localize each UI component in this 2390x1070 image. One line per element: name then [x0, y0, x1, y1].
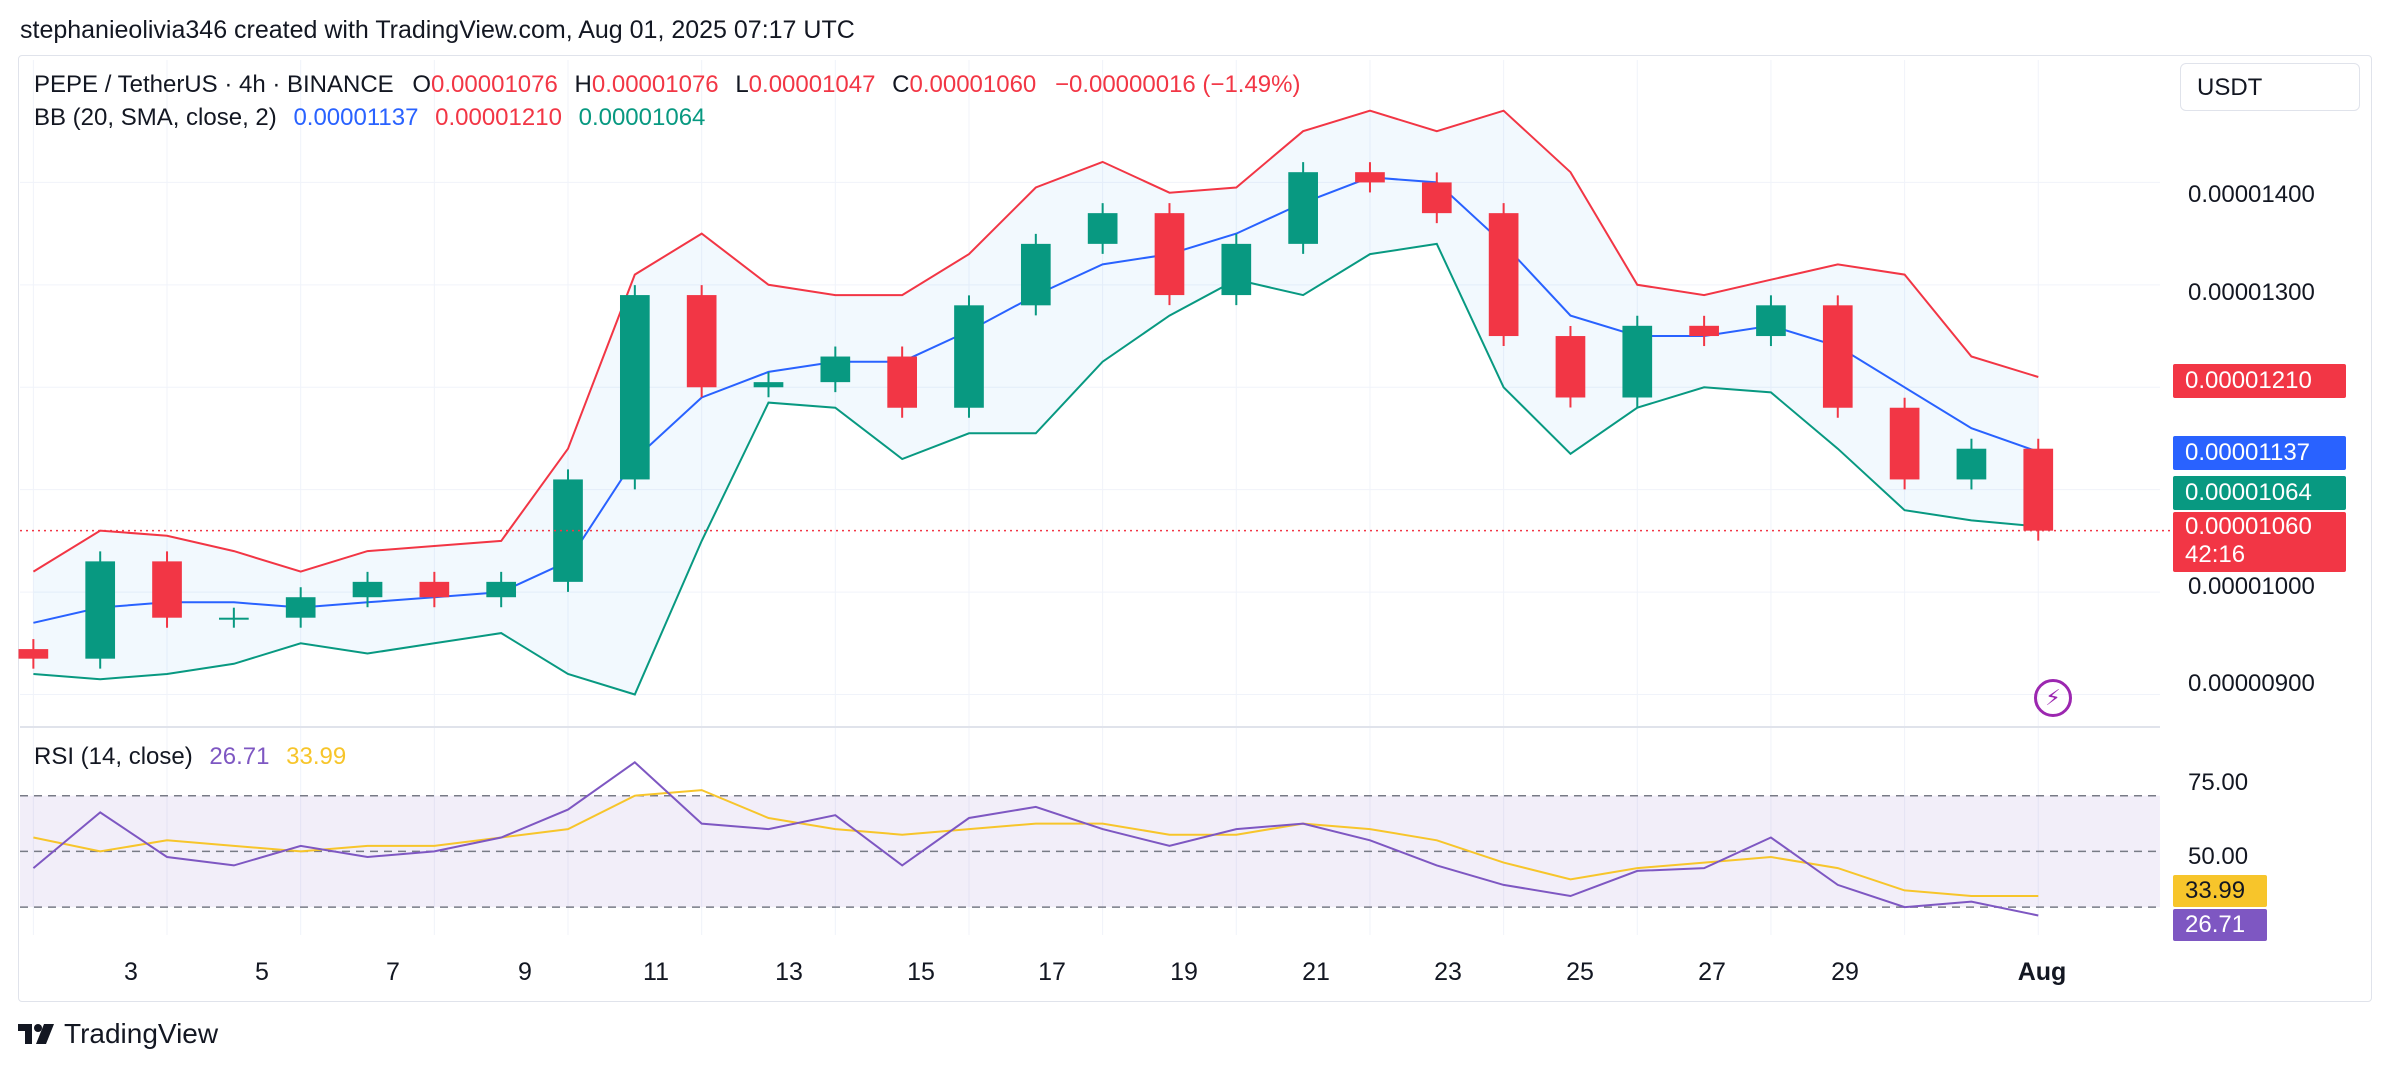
chart-frame — [18, 55, 2372, 1002]
candle — [1822, 305, 1853, 408]
rsi-legend[interactable]: RSI (14, close) 26.71 33.99 — [34, 743, 346, 771]
change-value: −0.00000016 (−1.49%) — [1054, 71, 1301, 98]
candle — [1956, 448, 1987, 480]
candle — [686, 295, 717, 388]
date-label: 29 — [1831, 958, 1859, 986]
tradingview-logo[interactable]: TradingView — [18, 1018, 218, 1050]
tradingview-brand: TradingView — [64, 1018, 219, 1049]
close-label: C — [892, 71, 910, 98]
candle — [753, 382, 784, 388]
last-price-tag: 0.00001060 42:16 — [2173, 512, 2346, 572]
date-label: 11 — [643, 958, 669, 986]
candle — [85, 561, 116, 659]
candle — [619, 295, 650, 480]
bb-lower-price-tag: 0.00001064 — [2173, 476, 2346, 510]
symbol-name[interactable]: PEPE / TetherUS · 4h · BINANCE — [34, 71, 394, 98]
candle — [820, 356, 851, 383]
bb-fill — [33, 110, 2039, 695]
date-label: Aug — [2017, 958, 2067, 986]
rsi-ma-value: 33.99 — [286, 743, 347, 770]
attribution-header: stephanieolivia346 created with TradingV… — [20, 16, 855, 44]
open-value: 0.00001076 — [431, 71, 558, 98]
candle — [419, 581, 450, 598]
rsi-tick: 50.00 — [2188, 843, 2249, 870]
bb-upper-value: 0.00001210 — [435, 104, 562, 131]
symbol-legend: PEPE / TetherUS · 4h · BINANCE O0.000010… — [34, 71, 1300, 99]
bb-lower-value: 0.00001064 — [578, 104, 706, 131]
price-tick: 0.00001300 — [2188, 279, 2315, 306]
candle — [1689, 325, 1719, 337]
candle — [1889, 407, 1920, 480]
date-label: 23 — [1434, 958, 1462, 986]
rsi-ma-line — [33, 789, 2039, 897]
candle-countdown: 42:16 — [2185, 541, 2246, 568]
candle — [553, 479, 583, 582]
price-tick: 0.00001400 — [2188, 181, 2315, 208]
candle — [1421, 182, 1452, 214]
price-tick: 0.00000900 — [2188, 670, 2315, 697]
candle — [219, 617, 249, 620]
candle — [285, 597, 316, 618]
candle — [152, 561, 182, 618]
date-label: 15 — [907, 958, 935, 986]
candle — [887, 356, 917, 408]
high-label: H — [574, 71, 592, 98]
date-label: 3 — [124, 958, 138, 986]
bb-basis-value: 0.00001137 — [293, 104, 419, 131]
date-label: 27 — [1698, 958, 1726, 986]
rsi-tag: 26.71 — [2173, 909, 2267, 941]
candle — [1154, 213, 1185, 296]
open-label: O — [412, 71, 432, 98]
date-label: 19 — [1170, 958, 1198, 986]
rsi-tick: 75.00 — [2188, 769, 2249, 796]
candle — [1555, 336, 1586, 398]
date-label: 7 — [386, 958, 400, 986]
candle — [1756, 305, 1786, 337]
candle — [1020, 243, 1051, 306]
bb-label: BB (20, SMA, close, 2) — [34, 104, 277, 131]
bb-lower-line — [33, 242, 2039, 696]
tradingview-logo-icon — [18, 1024, 54, 1044]
candle — [2023, 448, 2054, 531]
candle — [1355, 172, 1385, 183]
candle — [1221, 243, 1252, 296]
date-label: 9 — [518, 958, 532, 986]
price-tick: 0.00001000 — [2188, 573, 2315, 600]
date-label: 21 — [1302, 958, 1330, 986]
bb-basis-price-tag: 0.00001137 — [2173, 436, 2346, 470]
rsi-label: RSI (14, close) — [34, 743, 193, 770]
last-price-value: 0.00001060 — [2185, 513, 2312, 540]
date-label: 25 — [1566, 958, 1594, 986]
date-label: 13 — [775, 958, 803, 986]
rsi-value: 26.71 — [209, 743, 270, 770]
rsi-ma-tag: 33.99 — [2173, 875, 2267, 907]
candle — [1087, 213, 1118, 244]
bb-legend[interactable]: BB (20, SMA, close, 2) 0.00001137 0.0000… — [34, 104, 705, 132]
high-value: 0.00001076 — [591, 71, 719, 98]
candle — [18, 649, 49, 659]
close-value: 0.00001060 — [909, 71, 1037, 98]
low-value: 0.00001047 — [748, 71, 876, 98]
rsi-line — [32, 761, 2039, 917]
date-label: 5 — [255, 958, 269, 986]
candle — [954, 305, 984, 408]
date-label: 17 — [1038, 958, 1066, 986]
low-label: L — [735, 71, 749, 98]
candle — [1488, 213, 1519, 337]
candle — [486, 581, 517, 598]
bb-upper-price-tag: 0.00001210 — [2173, 364, 2346, 398]
bb-upper-line — [32, 109, 2039, 573]
currency-selector[interactable]: USDT — [2180, 63, 2360, 111]
candle — [352, 581, 383, 598]
candle — [1622, 325, 1653, 398]
lightning-icon[interactable]: ⚡ — [2034, 679, 2072, 717]
candle — [1288, 172, 1318, 244]
